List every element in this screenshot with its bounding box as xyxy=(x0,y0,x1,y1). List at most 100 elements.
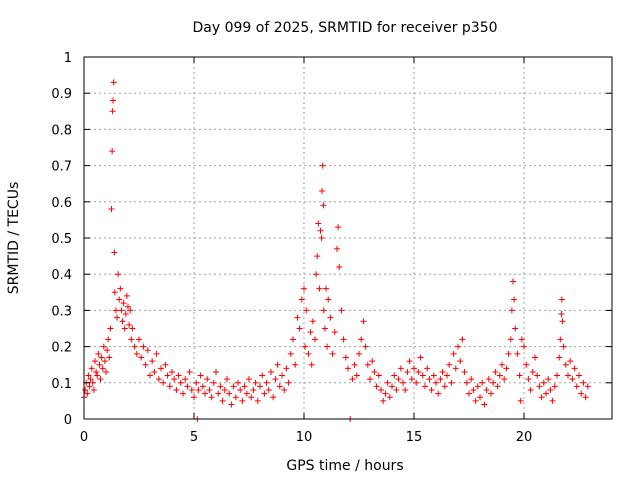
data-point xyxy=(268,368,274,375)
data-point xyxy=(111,289,118,296)
data-point xyxy=(95,350,102,357)
data-point xyxy=(88,365,95,372)
data-point xyxy=(279,372,285,379)
axis-ticks: 00.10.20.30.40.50.60.70.80.910 5 10 15 20 xyxy=(51,51,612,445)
data-point xyxy=(422,383,428,390)
data-point xyxy=(514,350,521,357)
data-point xyxy=(122,311,129,318)
data-point xyxy=(508,307,515,314)
data-point xyxy=(331,329,338,336)
y-tick-label: 0.8 xyxy=(51,123,72,138)
data-point xyxy=(325,296,332,303)
data-point xyxy=(93,368,100,375)
data-point xyxy=(206,387,213,394)
data-point xyxy=(477,394,483,401)
data-point xyxy=(450,350,457,357)
data-point xyxy=(138,354,145,361)
data-point xyxy=(121,325,128,332)
data-point xyxy=(543,390,549,397)
data-point xyxy=(131,343,138,350)
data-point xyxy=(527,387,534,394)
data-point xyxy=(386,394,393,401)
data-point xyxy=(116,296,123,303)
data-point xyxy=(213,368,219,375)
data-point xyxy=(362,343,369,350)
data-point xyxy=(384,379,391,386)
data-point xyxy=(525,376,532,383)
data-point xyxy=(171,376,178,383)
data-point xyxy=(518,336,525,343)
data-point xyxy=(98,354,105,361)
data-point xyxy=(312,336,318,343)
data-point xyxy=(419,372,426,379)
data-point xyxy=(415,368,422,375)
data-point xyxy=(318,235,325,241)
data-point xyxy=(567,358,574,365)
data-point xyxy=(111,249,118,256)
data-point xyxy=(336,263,343,270)
data-point xyxy=(507,336,514,343)
data-point xyxy=(215,390,222,397)
data-point xyxy=(188,387,195,394)
data-point xyxy=(338,307,345,314)
data-point xyxy=(327,314,334,321)
data-point xyxy=(140,343,147,350)
data-point xyxy=(292,361,299,368)
data-point xyxy=(250,387,257,394)
data-point xyxy=(558,296,565,303)
data-point xyxy=(197,372,204,379)
data-point xyxy=(340,336,347,343)
data-point xyxy=(316,285,323,292)
data-point xyxy=(128,336,135,343)
y-tick-label: 0.7 xyxy=(51,160,72,175)
data-point xyxy=(395,376,402,383)
data-point xyxy=(461,368,468,375)
data-point xyxy=(109,108,116,115)
data-point xyxy=(534,372,541,379)
data-point xyxy=(554,372,560,379)
data-point xyxy=(153,350,160,357)
data-point xyxy=(557,336,564,343)
data-point xyxy=(285,379,292,386)
data-point xyxy=(117,285,124,292)
data-point xyxy=(301,285,307,292)
data-point xyxy=(302,343,309,350)
data-point xyxy=(265,387,272,394)
data-point xyxy=(105,336,112,343)
data-point xyxy=(147,372,153,379)
data-point xyxy=(155,376,162,383)
data-point xyxy=(226,390,233,397)
x-tick-label: 20 xyxy=(516,430,533,445)
data-point xyxy=(272,376,279,383)
data-point xyxy=(92,358,98,365)
data-point xyxy=(110,79,117,86)
data-point xyxy=(364,361,371,368)
data-point xyxy=(114,314,120,321)
data-point xyxy=(82,387,89,394)
y-tick-label: 0.4 xyxy=(51,268,72,283)
data-point xyxy=(466,390,472,397)
data-point xyxy=(129,325,136,332)
data-point xyxy=(307,329,314,336)
data-point xyxy=(459,336,466,343)
y-tick-label: 0.9 xyxy=(51,87,72,102)
data-point xyxy=(444,372,450,379)
data-point xyxy=(305,350,312,357)
data-point xyxy=(562,361,569,368)
chart-title: Day 099 of 2025, SRMTID for receiver p35… xyxy=(192,20,497,36)
data-point xyxy=(104,347,111,354)
data-point xyxy=(195,387,202,394)
data-point xyxy=(248,394,255,401)
data-point xyxy=(243,390,250,397)
data-point xyxy=(87,376,94,383)
data-point xyxy=(241,383,248,390)
data-point xyxy=(120,300,127,307)
data-point xyxy=(479,379,486,386)
data-point xyxy=(380,397,387,404)
data-point xyxy=(160,379,167,386)
data-point xyxy=(175,372,182,379)
data-point xyxy=(125,303,131,310)
data-point xyxy=(259,372,266,379)
data-point xyxy=(373,383,380,390)
data-point xyxy=(274,361,281,368)
